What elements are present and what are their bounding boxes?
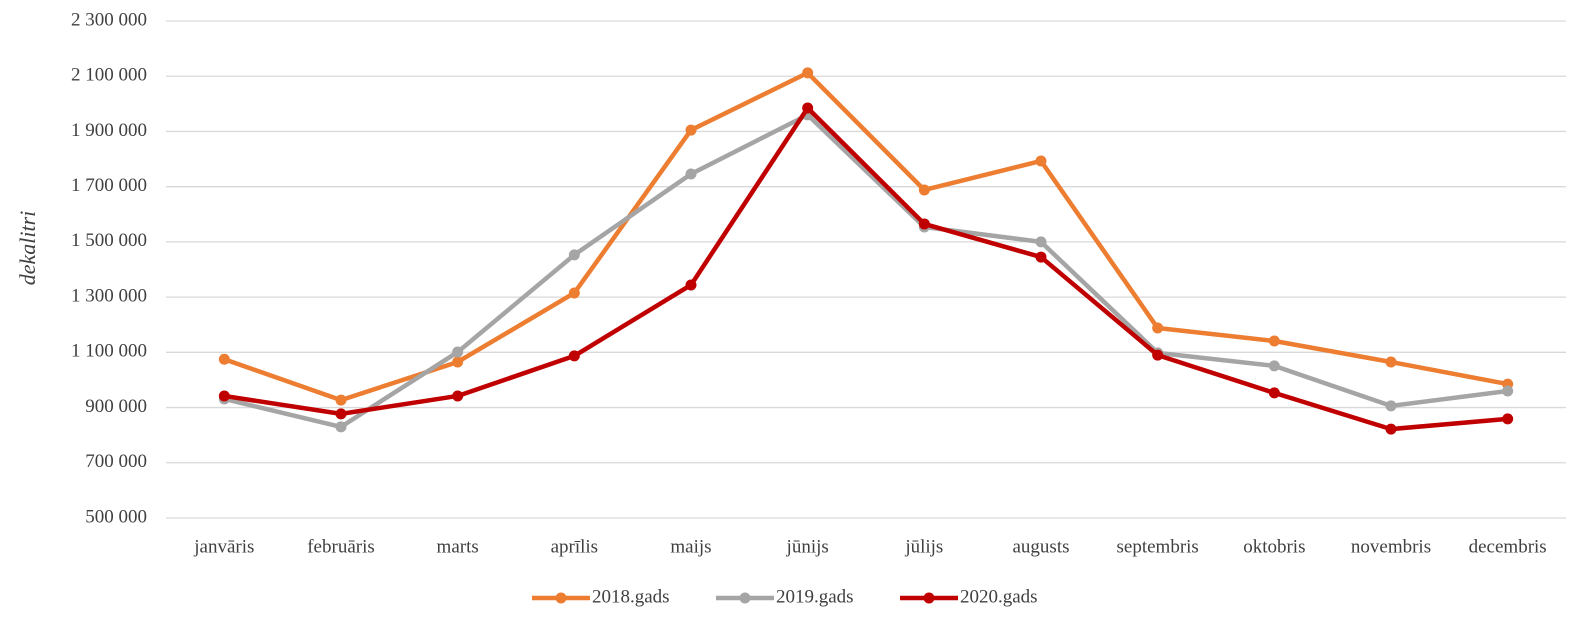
point xyxy=(802,102,814,114)
x-tick-label: oktobris xyxy=(1243,536,1305,557)
legend-marker xyxy=(555,592,567,604)
point xyxy=(918,184,930,196)
point xyxy=(685,124,697,136)
point xyxy=(802,67,814,79)
y-tick-label: 1 300 000 xyxy=(71,285,147,306)
legend-marker xyxy=(739,592,751,604)
point xyxy=(1502,413,1514,425)
x-tick-label: februāris xyxy=(307,536,375,557)
y-tick-label: 1 100 000 xyxy=(71,341,147,362)
y-tick-label: 900 000 xyxy=(85,396,147,417)
x-tick-label: janvāris xyxy=(193,536,254,557)
point xyxy=(685,279,697,291)
legend-marker xyxy=(923,592,935,604)
point xyxy=(1268,335,1280,347)
series-line xyxy=(223,70,1509,403)
point xyxy=(335,394,347,406)
point xyxy=(1385,400,1397,412)
point xyxy=(1502,385,1514,397)
x-tick-label: marts xyxy=(437,536,479,557)
y-tick-label: 500 000 xyxy=(85,506,147,527)
y-tick-label: 1 700 000 xyxy=(71,175,147,196)
series-line xyxy=(223,112,1508,430)
y-tick-label: 2 300 000 xyxy=(71,9,147,30)
point xyxy=(452,390,464,402)
x-tick-label: jūlijs xyxy=(904,536,943,557)
y-tick-label: 1 500 000 xyxy=(71,230,147,251)
x-tick-label: augusts xyxy=(1013,536,1070,557)
y-axis-label: dekalitri xyxy=(15,211,40,286)
legend-label: 2018.gads xyxy=(592,586,670,607)
x-tick-label: maijs xyxy=(670,536,711,557)
point xyxy=(1385,356,1397,368)
y-tick-label: 1 900 000 xyxy=(71,120,147,141)
point xyxy=(1152,322,1164,334)
point xyxy=(452,356,464,368)
point xyxy=(218,390,230,402)
point xyxy=(918,218,930,230)
point xyxy=(452,346,464,358)
point xyxy=(568,350,580,362)
point xyxy=(1268,387,1280,399)
point xyxy=(568,287,580,299)
point xyxy=(568,249,580,261)
x-tick-label: aprīlis xyxy=(551,536,599,557)
point xyxy=(1385,423,1397,435)
legend-label: 2019.gads xyxy=(776,586,854,607)
point xyxy=(1152,349,1164,361)
point xyxy=(335,421,347,433)
x-tick-label: septembris xyxy=(1117,536,1199,557)
x-tick-label: decembris xyxy=(1469,536,1547,557)
x-tick-label: novembris xyxy=(1351,536,1431,557)
series-line xyxy=(223,105,1508,432)
x-tick-label: jūnijs xyxy=(786,536,829,557)
legend-label: 2020.gads xyxy=(960,586,1038,607)
point xyxy=(1035,155,1047,167)
point xyxy=(685,168,697,180)
point xyxy=(1035,236,1047,248)
point xyxy=(218,353,230,365)
point xyxy=(335,408,347,420)
point xyxy=(1268,360,1280,372)
y-tick-label: 700 000 xyxy=(85,451,147,472)
y-tick-label: 2 100 000 xyxy=(71,65,147,86)
point xyxy=(1035,251,1047,263)
